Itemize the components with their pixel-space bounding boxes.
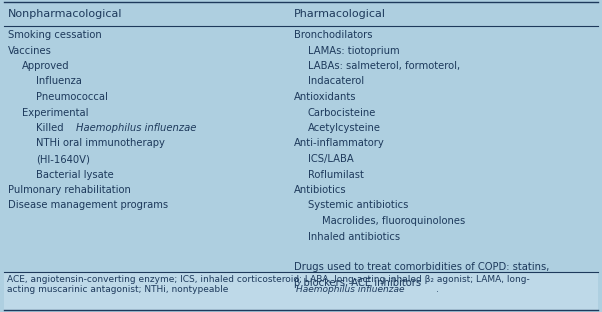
Text: Smoking cessation: Smoking cessation	[8, 30, 102, 40]
Text: Haemophilus influenzae: Haemophilus influenzae	[296, 285, 405, 294]
Bar	[4, 272, 598, 310]
Text: (HI-1640V): (HI-1640V)	[36, 154, 90, 164]
Text: Antioxidants: Antioxidants	[294, 92, 356, 102]
Text: Killed: Killed	[36, 123, 67, 133]
Text: β blockers, ACE inhibitors: β blockers, ACE inhibitors	[294, 278, 421, 288]
Text: LAMAs: tiotoprium: LAMAs: tiotoprium	[308, 46, 400, 56]
Text: Bacterial lysate: Bacterial lysate	[36, 169, 114, 179]
Text: Roflumilast: Roflumilast	[308, 169, 364, 179]
Text: Antibiotics: Antibiotics	[294, 185, 347, 195]
Text: Bronchodilators: Bronchodilators	[294, 30, 373, 40]
Text: Indacaterol: Indacaterol	[308, 76, 364, 86]
Text: Disease management programs: Disease management programs	[8, 201, 168, 211]
Text: Pulmonary rehabilitation: Pulmonary rehabilitation	[8, 185, 131, 195]
Text: Drugs used to treat comorbidities of COPD: statins,: Drugs used to treat comorbidities of COP…	[294, 262, 550, 272]
Text: Vaccines: Vaccines	[8, 46, 52, 56]
Text: Approved: Approved	[22, 61, 70, 71]
Text: Pneumococcal: Pneumococcal	[36, 92, 108, 102]
Text: Nonpharmacological: Nonpharmacological	[8, 9, 122, 19]
Text: Carbocisteine: Carbocisteine	[308, 108, 376, 118]
Text: Haemophilus influenzae: Haemophilus influenzae	[76, 123, 196, 133]
Text: Macrolides, fluoroquinolones: Macrolides, fluoroquinolones	[322, 216, 465, 226]
Text: Pharmacological: Pharmacological	[294, 9, 386, 19]
Text: .: .	[436, 285, 439, 294]
Text: Acetylcysteine: Acetylcysteine	[308, 123, 381, 133]
Text: Systemic antibiotics: Systemic antibiotics	[308, 201, 408, 211]
Text: NTHi oral immunotherapy: NTHi oral immunotherapy	[36, 139, 165, 149]
Text: LABAs: salmeterol, formoterol,: LABAs: salmeterol, formoterol,	[308, 61, 460, 71]
Text: acting muscarinic antagonist; NTHi, nontypeable: acting muscarinic antagonist; NTHi, nont…	[7, 285, 231, 294]
Text: ACE, angiotensin-converting enzyme; ICS, inhaled corticosteroid; LABA, long-acti: ACE, angiotensin-converting enzyme; ICS,…	[7, 275, 530, 284]
Text: Influenza: Influenza	[36, 76, 82, 86]
Text: Inhaled antibiotics: Inhaled antibiotics	[308, 232, 400, 241]
Text: Anti-inflammatory: Anti-inflammatory	[294, 139, 385, 149]
Text: Experimental: Experimental	[22, 108, 88, 118]
Text: ICS/LABA: ICS/LABA	[308, 154, 354, 164]
